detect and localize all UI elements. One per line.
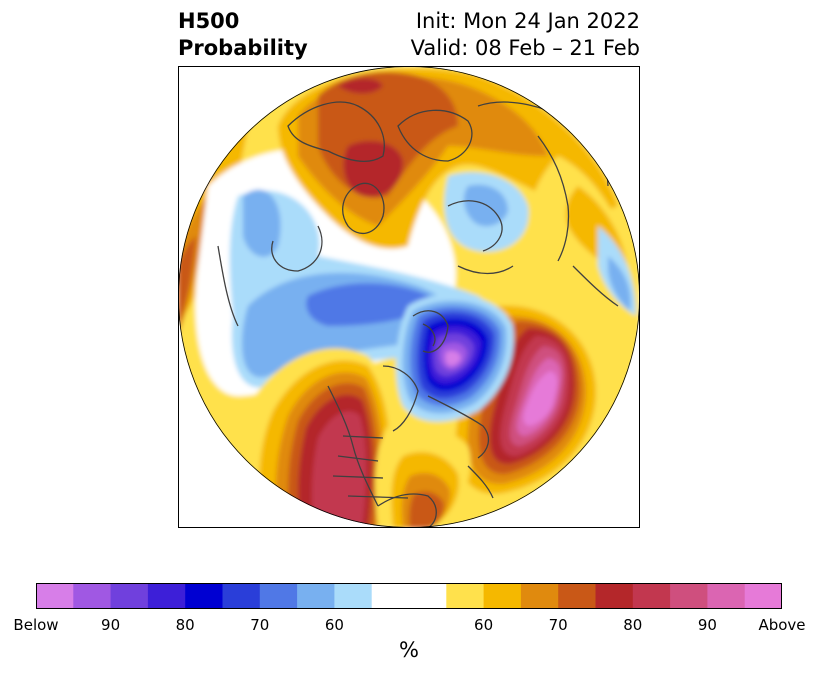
colorbar-cell-0 [36, 583, 74, 609]
colorbar-tick-label: 80 [175, 616, 195, 634]
colorbar-cell-6 [259, 583, 298, 609]
colorbar-tick-label: 60 [324, 616, 344, 634]
colorbar-cell-10 [409, 583, 447, 609]
title-init-date: Init: Mon 24 Jan 2022 [415, 9, 640, 33]
title-quantity: Probability [178, 36, 308, 60]
colorbar-cell-5 [222, 583, 261, 609]
title-variable: H500 [178, 9, 240, 33]
title-valid-range: Valid: 08 Feb – 21 Feb [410, 36, 640, 60]
colorbar-tick-label: 70 [250, 616, 270, 634]
probability-contours [178, 66, 640, 528]
colorbar-cell-3 [147, 583, 186, 609]
coastlines-overlay [217, 101, 619, 528]
colorbar-tick-label: Above [758, 616, 806, 634]
colorbar-cell-16 [632, 583, 671, 609]
colorbar-cell-15 [595, 583, 634, 609]
title-right: Init: Mon 24 Jan 2022 Valid: 08 Feb – 21… [411, 8, 640, 62]
colorbar-tick-label: Below [13, 616, 59, 634]
polar-probability-map [178, 66, 640, 528]
colorbar-cell-17 [670, 583, 708, 609]
colorbar-tick-label: 90 [697, 616, 717, 634]
colorbar-cell-13 [520, 583, 559, 609]
colorbar-cell-8 [334, 583, 373, 609]
colorbar-tick-label: 90 [101, 616, 121, 634]
colorbar-cell-7 [297, 583, 335, 609]
colorbar-cell-2 [110, 583, 149, 609]
colorbar-tick-label: 60 [474, 616, 494, 634]
title-left: H500 Probability [178, 8, 308, 62]
colorbar-cells [36, 583, 782, 609]
colorbar-tick-label: 70 [548, 616, 568, 634]
colorbar-cell-12 [483, 583, 522, 609]
colorbar-cell-9 [371, 583, 410, 609]
colorbar-cell-18 [707, 583, 746, 609]
colorbar-cell-1 [73, 583, 112, 609]
colorbar-tick-label: 80 [623, 616, 643, 634]
colorbar-cell-11 [446, 583, 485, 609]
map-frame [178, 66, 640, 528]
colorbar-cell-14 [558, 583, 596, 609]
colorbar-cell-19 [744, 583, 782, 609]
colorbar-cell-4 [185, 583, 223, 609]
colorbar-frame [36, 583, 782, 609]
colorbar-unit-label: % [399, 638, 419, 662]
colorbar [36, 583, 782, 609]
